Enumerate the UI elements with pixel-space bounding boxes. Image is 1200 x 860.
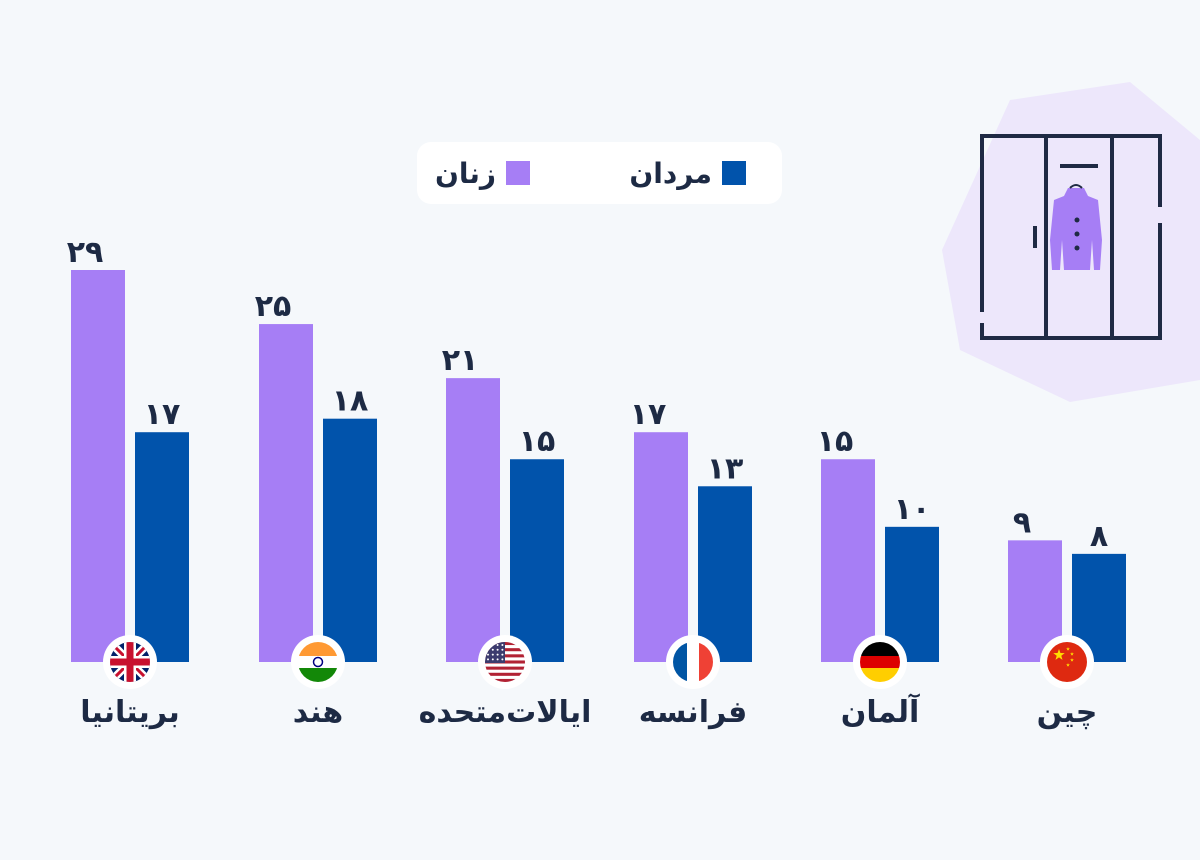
bar-women-4 xyxy=(821,459,875,662)
usa-flag-icon xyxy=(478,635,532,689)
legend-item-men: مردان xyxy=(629,142,746,204)
bar-women-0 xyxy=(71,270,125,662)
value-label-women-0: ۲۹ xyxy=(67,235,104,270)
value-label-men-1: ۱۸ xyxy=(332,384,369,419)
legend-item-women: زنان xyxy=(435,142,530,204)
china-flag-icon xyxy=(1040,635,1094,689)
category-label-1: هند xyxy=(293,695,343,730)
bar-women-2 xyxy=(446,378,500,662)
value-label-men-2: ۱۵ xyxy=(519,424,556,459)
category-label-2: ایالات‌متحده xyxy=(419,695,592,730)
bar-men-3 xyxy=(698,486,752,662)
bar-women-3 xyxy=(634,432,688,662)
bar-women-1 xyxy=(259,324,313,662)
germany-flag-icon xyxy=(853,635,907,689)
legend-label-men: مردان xyxy=(629,156,712,190)
value-label-women-3: ۱۷ xyxy=(630,397,667,432)
bar-men-2 xyxy=(510,459,564,662)
wardrobe-icon xyxy=(942,82,1200,402)
value-label-men-5: ۸ xyxy=(1090,519,1108,554)
bar-men-1 xyxy=(323,418,377,662)
value-label-women-1: ۲۵ xyxy=(255,289,292,324)
value-label-men-3: ۱۳ xyxy=(707,451,744,486)
category-label-0: بریتانیا xyxy=(80,695,179,730)
legend-label-women: زنان xyxy=(434,156,496,190)
france-flag-icon xyxy=(666,635,720,689)
wardrobe-decoration xyxy=(940,80,1200,410)
value-label-men-4: ۱۰ xyxy=(894,492,931,527)
uk-flag-icon xyxy=(103,635,157,689)
value-label-women-4: ۱۵ xyxy=(817,424,854,459)
category-label-5: چین xyxy=(1037,695,1098,730)
india-flag-icon xyxy=(291,635,345,689)
bar-men-0 xyxy=(135,432,189,662)
legend-swatch-women xyxy=(506,161,530,185)
category-label-4: آلمان xyxy=(841,693,920,730)
legend-swatch-men xyxy=(722,161,746,185)
category-label-3: فرانسه xyxy=(639,695,748,730)
value-label-men-0: ۱۷ xyxy=(144,397,181,432)
value-label-women-5: ۹ xyxy=(1013,505,1031,540)
chart-legend: زنان مردان xyxy=(417,142,782,204)
value-label-women-2: ۲۱ xyxy=(442,343,479,378)
